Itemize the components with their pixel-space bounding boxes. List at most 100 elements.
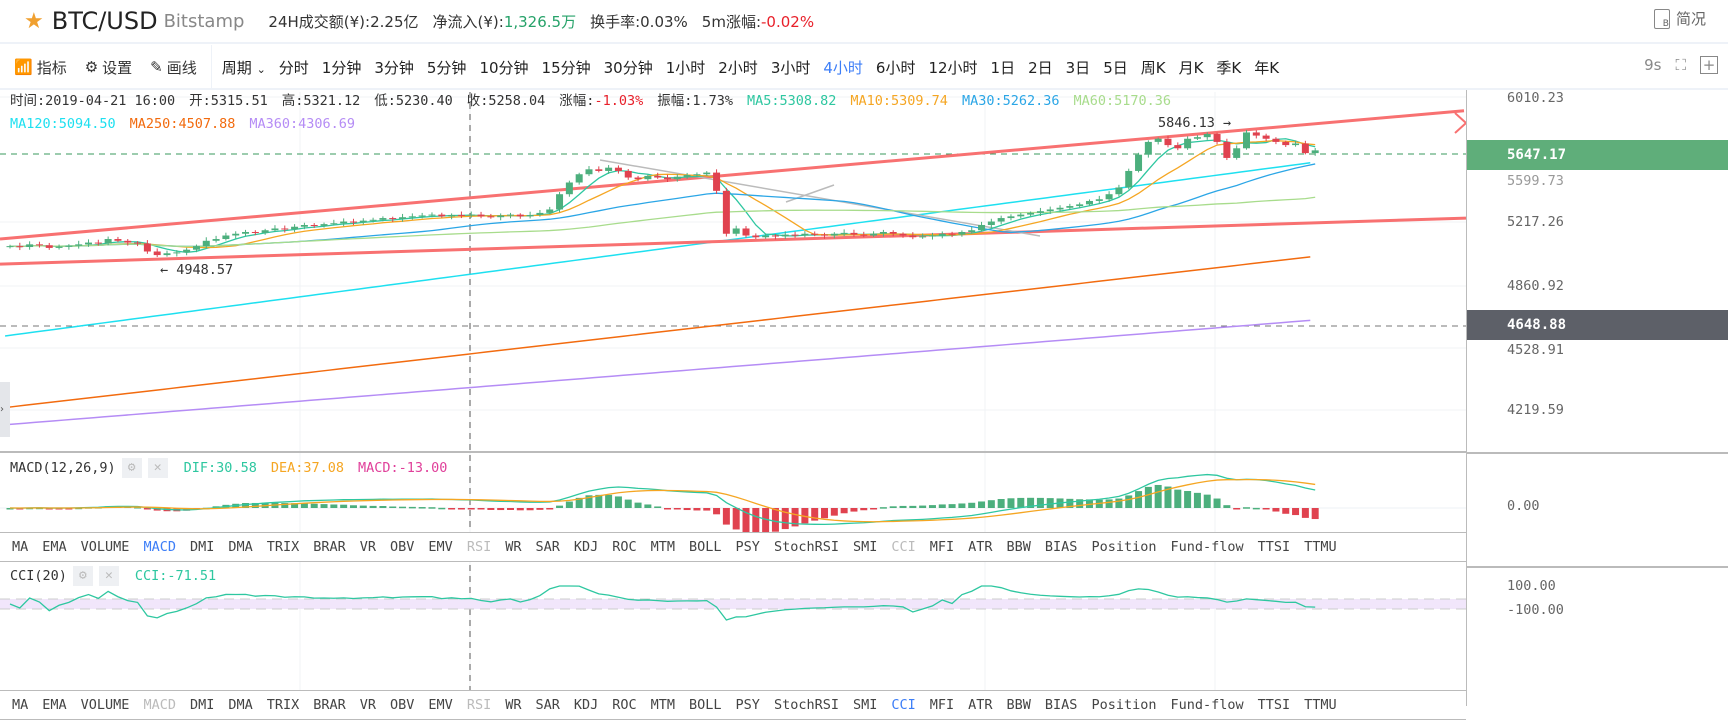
period-8[interactable]: 2小时 — [718, 58, 758, 77]
indicator-tab-boll[interactable]: BOLL — [689, 539, 722, 555]
macd-settings-icon[interactable]: ⚙ — [121, 458, 142, 478]
period-11[interactable]: 6小时 — [875, 58, 916, 77]
indicator-tab-atr[interactable]: ATR — [968, 697, 993, 713]
indicator-tab-dma[interactable]: DMA — [228, 697, 253, 713]
indicator-tab-fund-flow[interactable]: Fund-flow — [1170, 539, 1244, 555]
indicator-tab-stochrsi[interactable]: StochRSI — [773, 539, 839, 555]
indicator-button[interactable]: 📶 指标 — [14, 57, 67, 78]
indicator-tab-ttmu[interactable]: TTMU — [1304, 697, 1337, 713]
indicator-tab-dma[interactable]: DMA — [228, 539, 253, 555]
indicator-tab-vr[interactable]: VR — [359, 539, 377, 555]
indicator-tab-brar[interactable]: BRAR — [313, 539, 346, 555]
period-20[interactable]: 年K — [1254, 58, 1280, 77]
indicator-tab-dmi[interactable]: DMI — [189, 539, 215, 555]
indicator-tab-roc[interactable]: ROC — [612, 697, 637, 713]
indicator-tab-boll[interactable]: BOLL — [689, 697, 722, 713]
indicator-tab-ma[interactable]: MA — [12, 697, 29, 713]
indicator-tab-smi[interactable]: SMI — [852, 539, 878, 555]
indicator-tab-trix[interactable]: TRIX — [266, 697, 300, 713]
collapse-handle[interactable]: › — [0, 382, 10, 437]
indicator-tab-bbw[interactable]: BBW — [1006, 697, 1031, 713]
indicator-tab-trix[interactable]: TRIX — [266, 539, 300, 555]
candle-body — [1076, 204, 1084, 207]
indicator-tab-kdj[interactable]: KDJ — [573, 697, 599, 713]
indicator-tab-bias[interactable]: BIAS — [1044, 539, 1078, 555]
indicator-tab-volume[interactable]: VOLUME — [80, 697, 130, 713]
refresh-interval[interactable]: 9s — [1644, 56, 1662, 74]
indicator-tab-fund-flow[interactable]: Fund-flow — [1170, 697, 1244, 713]
indicator-tab-bbw[interactable]: BBW — [1006, 539, 1031, 555]
indicator-tab-ttmu[interactable]: TTMU — [1304, 539, 1337, 555]
indicator-tab-stochrsi[interactable]: StochRSI — [773, 697, 839, 713]
indicator-tab-wr[interactable]: WR — [505, 697, 522, 713]
indicator-tab-psy[interactable]: PSY — [735, 697, 760, 713]
candle-body — [1135, 154, 1143, 171]
indicator-tab-obv[interactable]: OBV — [390, 697, 415, 713]
period-0[interactable]: 分时 — [278, 58, 309, 77]
draw-button[interactable]: ✎ 画线 — [150, 57, 197, 78]
indicator-tab-emv[interactable]: EMV — [428, 697, 453, 713]
period-17[interactable]: 周K — [1140, 58, 1166, 77]
indicator-tab-ttsi[interactable]: TTSI — [1257, 539, 1291, 555]
period-2[interactable]: 3分钟 — [374, 58, 414, 77]
indicator-tab-psy[interactable]: PSY — [735, 539, 760, 555]
indicator-tab-emv[interactable]: EMV — [428, 539, 453, 555]
brief-button[interactable]: B 简况 — [1653, 8, 1706, 29]
indicator-tab-bias[interactable]: BIAS — [1044, 697, 1078, 713]
period-3[interactable]: 5分钟 — [426, 58, 467, 77]
indicator-tab-cci[interactable]: CCI — [891, 697, 916, 713]
period-14[interactable]: 2日 — [1028, 58, 1053, 77]
period-13[interactable]: 1日 — [990, 58, 1016, 77]
period-4[interactable]: 10分钟 — [479, 58, 529, 77]
macd-bar — [997, 499, 1005, 508]
period-16[interactable]: 5日 — [1103, 58, 1128, 77]
indicator-tab-ma[interactable]: MA — [12, 539, 29, 555]
indicator-tab-ema[interactable]: EMA — [42, 539, 67, 555]
indicator-tab-volume[interactable]: VOLUME — [80, 539, 130, 555]
cci-close-icon[interactable]: ✕ — [98, 566, 119, 586]
indicator-tab-macd[interactable]: MACD — [143, 697, 176, 713]
period-12[interactable]: 12小时 — [928, 58, 978, 77]
indicator-tab-obv[interactable]: OBV — [390, 539, 415, 555]
macd-bar — [1223, 505, 1231, 508]
indicator-tab-sar[interactable]: SAR — [535, 539, 560, 555]
indicator-tab-ema[interactable]: EMA — [42, 697, 67, 713]
indicator-tab-wr[interactable]: WR — [505, 539, 522, 555]
period-6[interactable]: 30分钟 — [603, 58, 653, 77]
indicator-tab-rsi[interactable]: RSI — [466, 697, 492, 713]
indicator-tab-mtm[interactable]: MTM — [650, 697, 676, 713]
indicator-tab-ttsi[interactable]: TTSI — [1257, 697, 1291, 713]
period-18[interactable]: 月K — [1178, 58, 1204, 77]
indicator-tab-cci[interactable]: CCI — [891, 539, 916, 555]
chart-canvas[interactable] — [0, 0, 1466, 706]
period-1[interactable]: 1分钟 — [321, 58, 362, 77]
indicator-tab-dmi[interactable]: DMI — [189, 697, 215, 713]
period-15[interactable]: 3日 — [1065, 58, 1091, 77]
indicator-tab-position[interactable]: Position — [1091, 539, 1157, 555]
indicator-tab-brar[interactable]: BRAR — [313, 697, 346, 713]
settings-button[interactable]: ⚙ 设置 — [85, 57, 132, 78]
macd-close-icon[interactable]: ✕ — [147, 458, 168, 478]
indicator-tab-mfi[interactable]: MFI — [929, 539, 955, 555]
indicator-tab-sar[interactable]: SAR — [535, 697, 560, 713]
indicator-tab-vr[interactable]: VR — [359, 697, 377, 713]
indicator-tab-mfi[interactable]: MFI — [929, 697, 955, 713]
fullscreen-icon[interactable]: ⛶ — [1675, 56, 1686, 74]
cci-settings-icon[interactable]: ⚙ — [72, 566, 93, 586]
add-chart-icon[interactable]: + — [1700, 56, 1718, 74]
indicator-tab-kdj[interactable]: KDJ — [573, 539, 599, 555]
period-5[interactable]: 15分钟 — [541, 58, 591, 77]
indicator-tab-atr[interactable]: ATR — [968, 539, 993, 555]
indicator-tab-position[interactable]: Position — [1091, 697, 1157, 713]
period-9[interactable]: 3小时 — [770, 58, 811, 77]
indicator-tab-roc[interactable]: ROC — [612, 539, 637, 555]
favorite-star-icon[interactable]: ★ — [24, 8, 44, 34]
indicator-tab-smi[interactable]: SMI — [852, 697, 878, 713]
indicator-tab-macd[interactable]: MACD — [143, 539, 176, 555]
period-dropdown[interactable]: 周期 ⌄ — [222, 57, 266, 78]
period-7[interactable]: 1小时 — [665, 58, 706, 77]
period-19[interactable]: 季K — [1216, 58, 1242, 77]
indicator-tab-mtm[interactable]: MTM — [650, 539, 676, 555]
period-10[interactable]: 4小时 — [823, 58, 863, 77]
indicator-tab-rsi[interactable]: RSI — [466, 539, 492, 555]
